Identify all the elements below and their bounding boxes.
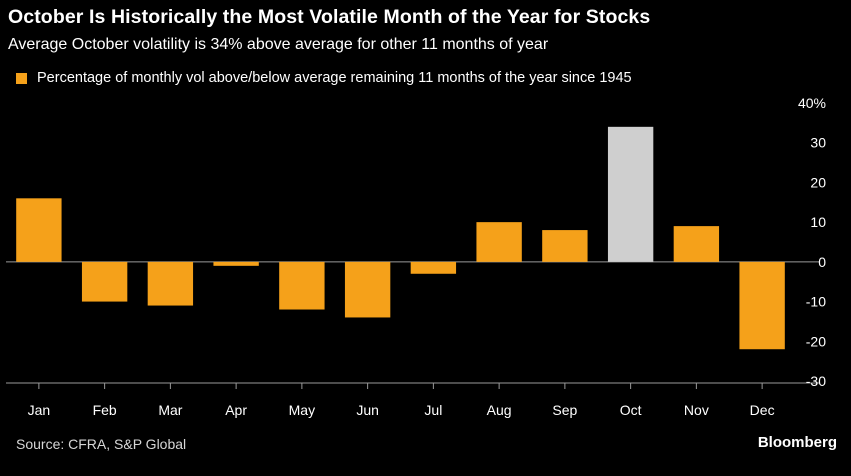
y-tick-label: 40% — [798, 95, 826, 111]
legend: Percentage of monthly vol above/below av… — [16, 70, 632, 86]
chart-subtitle: Average October volatility is 34% above … — [8, 36, 549, 53]
y-tick-label: 10 — [810, 214, 826, 230]
bar-aug — [476, 222, 522, 262]
y-tick-label: -10 — [806, 294, 826, 310]
bar-feb — [81, 261, 128, 302]
bar-nov — [673, 226, 720, 262]
y-tick-label: -30 — [806, 373, 826, 389]
bar-apr — [213, 261, 259, 266]
x-tick-label-mar: Mar — [158, 402, 182, 418]
x-tick-label-may: May — [289, 402, 315, 418]
x-tick-label-feb: Feb — [93, 402, 117, 418]
x-tick-label-sep: Sep — [552, 402, 577, 418]
y-tick-label: 0 — [818, 254, 826, 270]
bar-jul — [410, 261, 457, 274]
bar-jan — [16, 198, 62, 262]
y-tick-label: 20 — [810, 174, 826, 190]
x-tick-label-jun: Jun — [356, 402, 379, 418]
chart-title: October Is Historically the Most Volatil… — [8, 6, 651, 28]
x-tick-label-jul: Jul — [424, 402, 442, 418]
x-tick-label-oct: Oct — [620, 402, 642, 418]
bar-sep — [542, 230, 588, 262]
x-tick-label-apr: Apr — [225, 402, 247, 418]
bar-may — [279, 261, 325, 310]
bar-jun — [344, 261, 391, 318]
legend-label: Percentage of monthly vol above/below av… — [37, 70, 632, 86]
brand-logo: Bloomberg — [757, 434, 837, 451]
y-tick-label: 30 — [810, 135, 826, 151]
x-tick-label-dec: Dec — [750, 402, 775, 418]
x-tick-label-nov: Nov — [684, 402, 709, 418]
bar-dec — [739, 261, 785, 350]
legend-swatch — [16, 72, 27, 84]
x-tick-label-jan: Jan — [28, 402, 51, 418]
bar-mar — [147, 261, 194, 306]
source-note: Source: CFRA, S&P Global — [16, 436, 187, 452]
x-tick-label-aug: Aug — [487, 402, 512, 418]
bar-oct — [607, 126, 654, 262]
y-tick-label: -20 — [806, 333, 826, 349]
